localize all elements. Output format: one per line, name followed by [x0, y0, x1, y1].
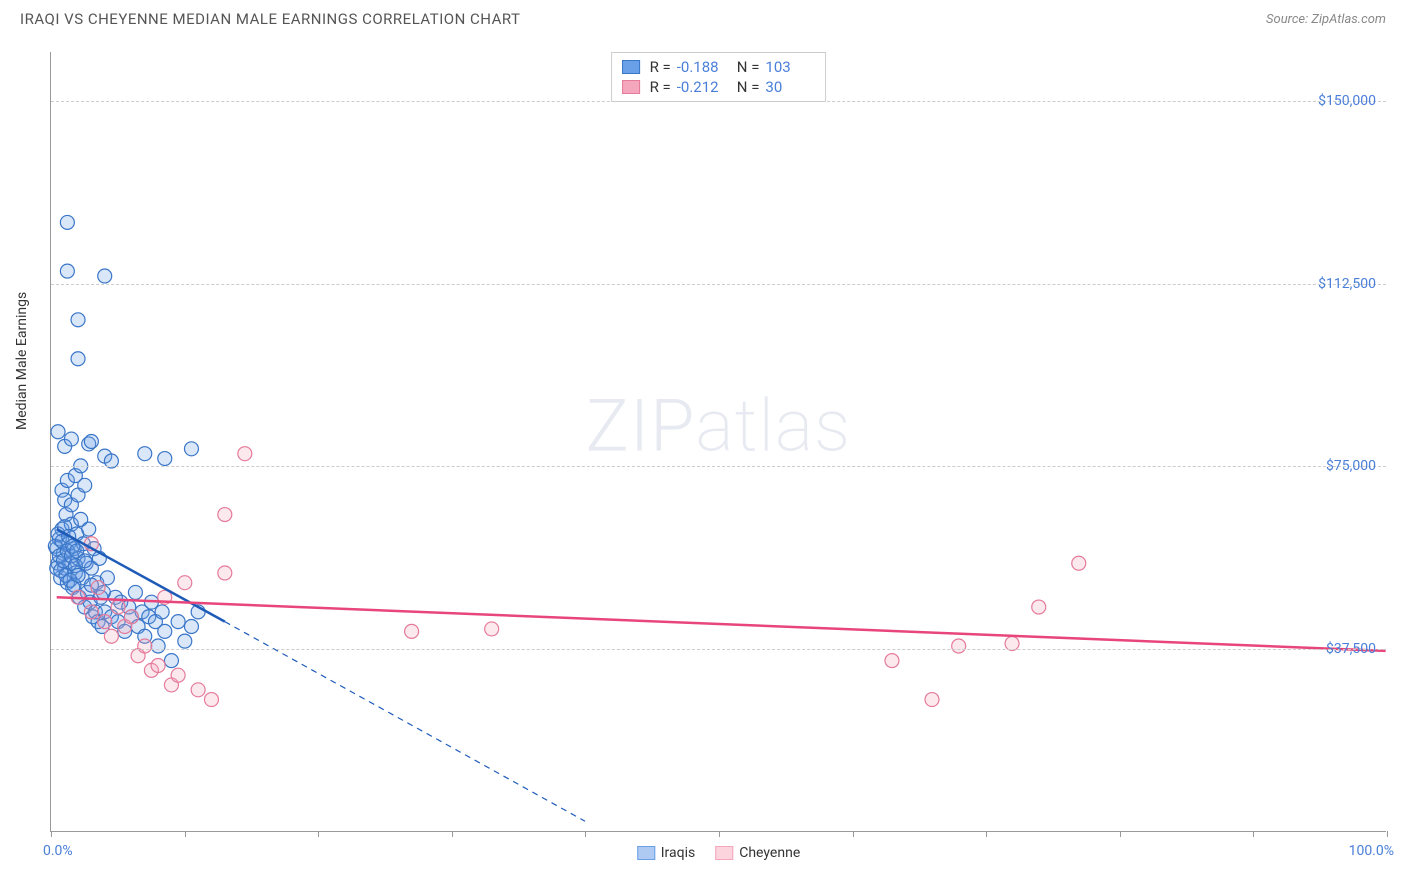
scatter-svg — [51, 52, 1386, 831]
data-point — [1072, 556, 1086, 570]
data-point — [184, 442, 198, 456]
swatch-cheyenne — [622, 80, 640, 94]
data-point — [84, 435, 98, 449]
data-point — [151, 639, 165, 653]
data-point — [78, 554, 92, 568]
x-tick — [1120, 831, 1121, 837]
data-point — [178, 576, 192, 590]
data-point — [158, 452, 172, 466]
y-axis-label: Median Male Earnings — [14, 292, 30, 430]
data-point — [84, 605, 98, 619]
data-point — [98, 269, 112, 283]
y-tick-label: $37,500 — [1326, 641, 1376, 657]
legend-row-iraqis: R = -0.188 N = 103 — [622, 57, 816, 77]
series-legend: Iraqis Cheyenne — [637, 845, 801, 861]
y-tick-label: $150,000 — [1318, 93, 1376, 109]
data-point — [405, 624, 419, 638]
legend-row-cheyenne: R = -0.212 N = 30 — [622, 77, 816, 97]
x-tick — [1253, 831, 1254, 837]
data-point — [178, 634, 192, 648]
data-point — [124, 610, 138, 624]
data-point — [71, 352, 85, 366]
chart-title: IRAQI VS CHEYENNE MEDIAN MALE EARNINGS C… — [20, 10, 521, 28]
swatch-cheyenne-icon — [715, 846, 733, 860]
gridline — [51, 101, 1386, 102]
data-point — [158, 624, 172, 638]
data-point — [64, 432, 78, 446]
data-point — [238, 447, 252, 461]
data-point — [155, 605, 169, 619]
data-point — [204, 693, 218, 707]
y-tick-label: $75,000 — [1326, 458, 1376, 474]
data-point — [952, 639, 966, 653]
data-point — [71, 313, 85, 327]
x-min-label: 0.0% — [43, 843, 73, 859]
x-tick — [185, 831, 186, 837]
correlation-legend: R = -0.188 N = 103 R = -0.212 N = 30 — [611, 52, 827, 102]
data-point — [138, 447, 152, 461]
data-point — [218, 508, 232, 522]
data-point — [104, 629, 118, 643]
x-max-label: 100.0% — [1349, 843, 1394, 859]
data-point — [171, 668, 185, 682]
data-point — [164, 654, 178, 668]
data-point — [71, 568, 85, 582]
data-point — [111, 600, 125, 614]
n-value-cheyenne: 30 — [765, 78, 815, 96]
data-point — [151, 658, 165, 672]
x-tick — [1387, 831, 1388, 837]
data-point — [98, 615, 112, 629]
data-point — [184, 620, 198, 634]
data-point — [485, 622, 499, 636]
data-point — [1032, 600, 1046, 614]
x-tick — [853, 831, 854, 837]
y-tick-label: $112,500 — [1318, 276, 1376, 292]
chart-plot-area: ZIPatlas R = -0.188 N = 103 R = -0.212 N… — [50, 52, 1386, 832]
n-label: N = — [737, 58, 760, 76]
data-point — [885, 654, 899, 668]
x-tick — [585, 831, 586, 837]
swatch-iraqis — [622, 60, 640, 74]
data-point — [171, 615, 185, 629]
x-tick — [986, 831, 987, 837]
data-point — [51, 425, 65, 439]
gridline — [51, 284, 1386, 285]
data-point — [128, 585, 142, 599]
legend-item-cheyenne: Cheyenne — [715, 845, 800, 861]
r-value-cheyenne: -0.212 — [677, 78, 727, 96]
x-tick — [719, 831, 720, 837]
x-tick — [51, 831, 52, 837]
legend-label-cheyenne: Cheyenne — [739, 845, 800, 861]
legend-item-iraqis: Iraqis — [637, 845, 695, 861]
trend-extrapolation — [225, 622, 585, 822]
data-point — [91, 581, 105, 595]
swatch-iraqis-icon — [637, 846, 655, 860]
data-point — [60, 215, 74, 229]
r-value-iraqis: -0.188 — [677, 58, 727, 76]
data-point — [138, 639, 152, 653]
n-value-iraqis: 103 — [765, 58, 815, 76]
n-label: N = — [737, 78, 760, 96]
gridline — [51, 466, 1386, 467]
data-point — [218, 566, 232, 580]
data-point — [78, 478, 92, 492]
x-tick — [318, 831, 319, 837]
data-point — [191, 683, 205, 697]
data-point — [925, 693, 939, 707]
x-tick — [452, 831, 453, 837]
gridline — [51, 649, 1386, 650]
chart-source: Source: ZipAtlas.com — [1266, 12, 1386, 27]
data-point — [60, 264, 74, 278]
r-label: R = — [650, 58, 671, 76]
legend-label-iraqis: Iraqis — [661, 845, 695, 861]
r-label: R = — [650, 78, 671, 96]
trend-line — [57, 597, 1386, 651]
data-point — [82, 522, 96, 536]
